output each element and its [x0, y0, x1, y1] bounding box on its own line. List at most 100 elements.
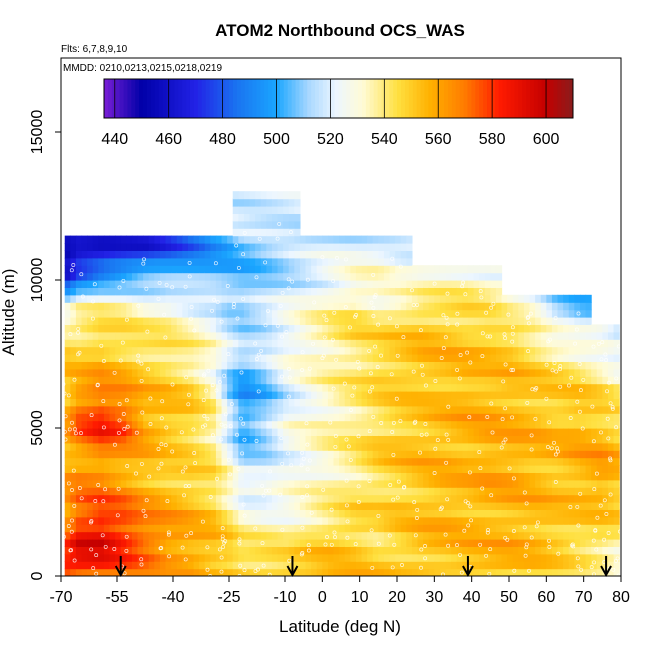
heat-cell — [299, 509, 307, 518]
heat-cell — [70, 413, 77, 422]
heat-cell — [266, 383, 273, 392]
heat-cell — [585, 509, 592, 518]
heat-cell — [204, 309, 211, 318]
heat-cell — [512, 494, 519, 503]
heat-cell — [535, 472, 542, 481]
heat-cell — [294, 391, 301, 399]
heat-cell — [70, 502, 77, 510]
heat-cell — [299, 302, 307, 311]
heat-cell — [512, 457, 519, 466]
heat-cell — [400, 405, 407, 414]
heat-cell — [484, 398, 491, 407]
sample-marker — [575, 399, 580, 404]
heat-cell — [210, 531, 217, 540]
sample-marker — [103, 544, 108, 549]
heat-cell — [249, 265, 256, 274]
sample-marker — [553, 316, 558, 321]
heat-cell — [64, 354, 71, 362]
heat-cell — [512, 561, 519, 570]
heat-cell — [249, 509, 256, 518]
heat-cell — [64, 368, 71, 377]
heat-cell — [92, 331, 99, 340]
heat-cell — [243, 309, 251, 318]
heat-cell — [507, 509, 514, 518]
heat-cell — [423, 287, 430, 296]
heat-cell — [596, 324, 603, 333]
heat-cell — [266, 368, 273, 377]
heat-cell — [355, 383, 363, 392]
heat-cell — [81, 376, 88, 385]
heat-cell — [501, 428, 508, 436]
sample-marker — [329, 542, 334, 547]
sample-marker — [594, 471, 599, 476]
heat-cell — [260, 265, 267, 274]
sample-marker — [444, 460, 449, 465]
heat-cell — [92, 368, 99, 377]
heat-cell — [126, 494, 133, 503]
heat-cell — [103, 531, 111, 540]
heat-cell — [227, 413, 234, 422]
heat-cell — [311, 487, 318, 496]
heat-cell — [311, 539, 318, 547]
heat-cell — [109, 531, 116, 540]
heat-cell — [490, 391, 497, 399]
heat-cell — [372, 553, 379, 562]
heat-cell — [322, 257, 329, 266]
heat-cell — [484, 531, 491, 540]
heat-cell — [305, 324, 312, 333]
heat-cell — [288, 405, 295, 414]
heat-cell — [389, 287, 396, 296]
heat-cell — [484, 265, 491, 274]
heat-cell — [456, 420, 463, 429]
heat-cell — [518, 361, 525, 370]
heat-cell — [87, 479, 94, 488]
heat-cell — [428, 568, 435, 576]
heat-cell — [159, 294, 167, 303]
heat-cell — [473, 465, 480, 473]
heat-cell — [255, 457, 262, 466]
heat-cell — [456, 487, 463, 496]
sample-marker — [187, 260, 192, 265]
heat-cell — [462, 502, 469, 510]
heat-cell — [227, 531, 234, 540]
heat-cell — [266, 191, 273, 200]
heat-cell — [467, 309, 475, 318]
heat-cell — [271, 435, 279, 444]
heat-cell — [109, 502, 116, 510]
heat-cell — [316, 472, 323, 481]
heat-cell — [423, 383, 430, 392]
heat-cell — [596, 531, 603, 540]
heat-cell — [64, 509, 71, 518]
heat-cell — [137, 361, 144, 370]
heat-cell — [221, 405, 228, 414]
heat-cell — [154, 479, 161, 488]
heat-cell — [232, 531, 239, 540]
heat-cell — [423, 457, 430, 466]
heat-cell — [529, 442, 536, 451]
heat-cell — [574, 553, 581, 562]
sample-marker — [284, 330, 289, 335]
heat-cell — [322, 376, 329, 385]
heat-cell — [187, 287, 195, 296]
heat-cell — [260, 546, 267, 555]
heat-cell — [260, 368, 267, 377]
heat-cell — [439, 516, 447, 525]
heat-cell — [103, 524, 111, 533]
heat-cell — [406, 243, 413, 251]
sample-marker — [157, 280, 162, 285]
heat-cell — [467, 317, 475, 325]
heat-cell — [283, 368, 290, 377]
heat-cell — [75, 257, 83, 266]
sample-marker — [467, 470, 472, 475]
heat-cell — [507, 354, 514, 362]
heat-cell — [283, 287, 290, 296]
heat-cell — [126, 524, 133, 533]
heat-cell — [75, 391, 83, 399]
heat-cell — [299, 361, 307, 370]
sample-marker — [369, 528, 374, 533]
heat-cell — [523, 354, 531, 362]
heat-cell — [176, 294, 183, 303]
heat-cell — [159, 339, 167, 348]
heat-cell — [490, 553, 497, 562]
heat-cell — [316, 331, 323, 340]
